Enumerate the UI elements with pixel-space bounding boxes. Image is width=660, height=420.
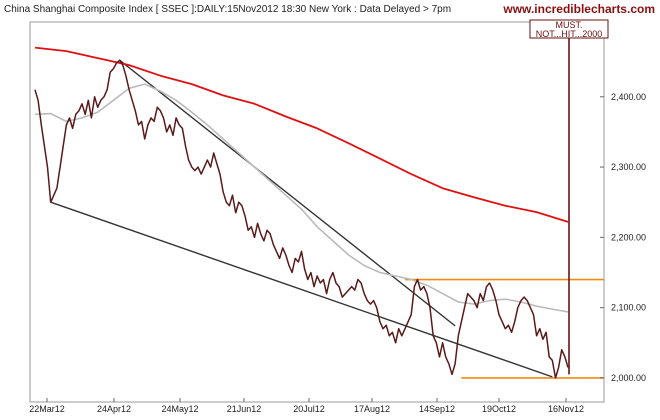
horizontal-levels	[404, 278, 604, 379]
x-tick-label: 19Oct12	[482, 404, 516, 414]
x-axis: 22Mar12 24Apr12 24May12 21Jun12 20Jul12 17Aug…	[29, 398, 584, 414]
x-tick-label: 20Jul12	[293, 404, 325, 414]
x-tick-label: 24Apr12	[97, 404, 131, 414]
x-tick-label: 17Aug12	[354, 404, 390, 414]
x-tick-label: 24May12	[161, 404, 198, 414]
y-tick-label: 2,200.00	[611, 232, 646, 242]
annotation-text: MUST.	[556, 20, 583, 30]
trendlines	[50, 59, 553, 378]
annotation: MUST.NOT...HIT...2000	[529, 19, 609, 375]
upper-trendline	[119, 59, 456, 327]
y-axis: 2,000.00 2,100.00 2,200.00 2,300.00 2,400.00	[600, 92, 646, 383]
plot-frame	[29, 21, 605, 403]
series-line-fast-average	[34, 83, 569, 313]
annotation-text: NOT...HIT...2000	[536, 29, 603, 39]
brand-link[interactable]: www.incrediblecharts.com	[502, 2, 655, 16]
y-tick-label: 2,000.00	[611, 373, 646, 383]
x-tick-label: 16Nov12	[548, 404, 584, 414]
chart-title: China Shanghai Composite Index [ SSEC ]:…	[4, 4, 451, 15]
y-tick-label: 2,400.00	[611, 92, 646, 102]
series-layer	[34, 46, 569, 379]
series-line-slow-average	[34, 46, 569, 223]
series-line-price	[34, 59, 569, 379]
y-tick-label: 2,300.00	[611, 162, 646, 172]
lower-trendline	[50, 201, 553, 378]
x-tick-label: 14Sep12	[419, 404, 455, 414]
y-tick-label: 2,100.00	[611, 303, 646, 313]
x-tick-label: 22Mar12	[29, 404, 65, 414]
x-tick-label: 21Jun12	[227, 404, 262, 414]
